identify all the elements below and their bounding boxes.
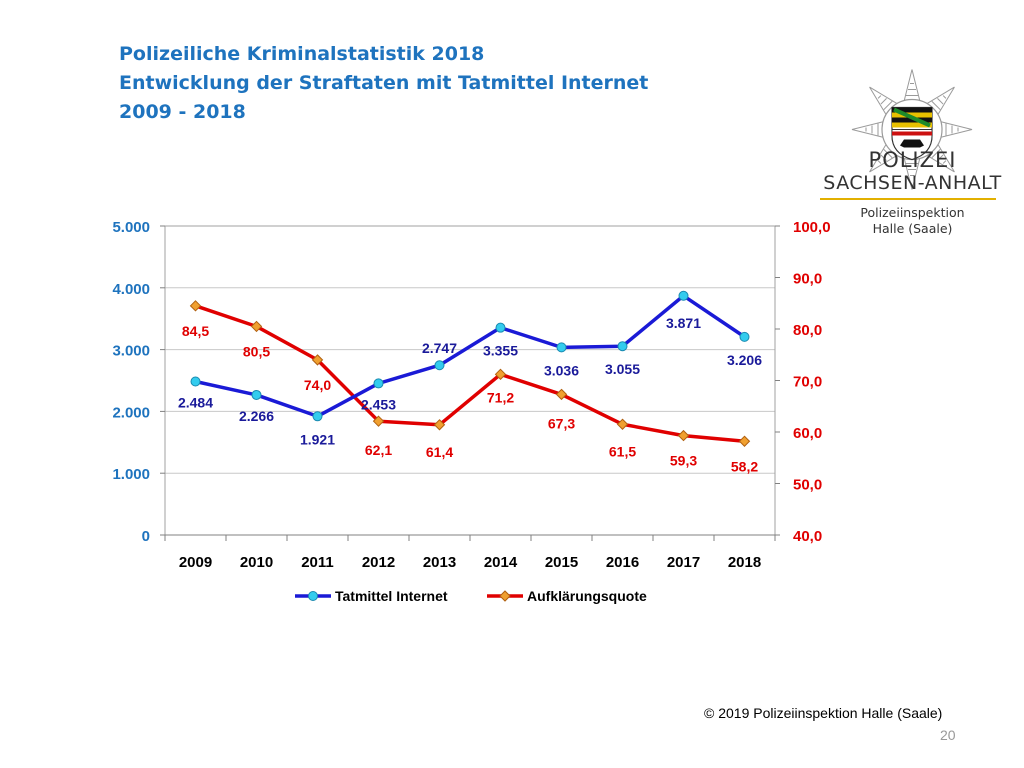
x-tick-label: 2010 — [240, 554, 273, 571]
data-label-tatmittel-internet: 2.453 — [361, 396, 396, 412]
y-right-tick-label: 60,0 — [793, 425, 822, 442]
legend-label-tatmittel-internet: Tatmittel Internet — [335, 588, 448, 604]
x-tick-label: 2011 — [301, 554, 334, 571]
plot-area — [164, 225, 776, 536]
y-left-tick-label: 2.000 — [112, 404, 150, 421]
x-tick-label: 2013 — [423, 554, 456, 571]
data-point-aufklaerungsquote — [616, 418, 629, 430]
data-point-tatmittel-internet — [739, 331, 750, 342]
data-point-aufklaerungsquote — [677, 429, 690, 442]
data-label-aufklaerungsquote: 80,5 — [243, 343, 270, 359]
y-left-tick-label: 1.000 — [112, 466, 150, 483]
logo-inspection: Polizeiinspektion Halle (Saale) — [815, 205, 1010, 237]
copyright-text: © 2019 Polizeiinspektion Halle (Saale) — [704, 705, 943, 721]
y-right-tick-label: 80,0 — [793, 322, 822, 339]
y-right-tick-label: 40,0 — [793, 528, 822, 545]
data-label-aufklaerungsquote: 58,2 — [731, 458, 758, 474]
y-right-tick-label: 90,0 — [793, 271, 822, 288]
data-point-aufklaerungsquote — [555, 388, 568, 401]
series-line-tatmittel-internet — [195, 294, 746, 419]
y-left-tick-label: 4.000 — [112, 281, 150, 298]
logo-divider — [820, 198, 996, 200]
data-label-tatmittel-internet: 2.747 — [422, 340, 457, 356]
data-point-tatmittel-internet — [556, 342, 567, 353]
data-point-tatmittel-internet — [434, 360, 445, 371]
x-tick-label: 2016 — [606, 554, 639, 571]
data-label-aufklaerungsquote: 71,2 — [487, 389, 514, 405]
data-point-tatmittel-internet — [495, 322, 506, 333]
y-left-tick-label: 0 — [142, 528, 150, 545]
data-label-aufklaerungsquote: 84,5 — [182, 323, 209, 339]
data-label-aufklaerungsquote: 74,0 — [304, 377, 331, 393]
legend-marker-aufklaerungsquote — [499, 590, 511, 602]
data-label-tatmittel-internet: 1.921 — [300, 431, 335, 447]
data-point-aufklaerungsquote — [494, 368, 507, 381]
legend-marker-tatmittel-internet — [308, 591, 318, 601]
logo-line-inspection: Polizeiinspektion — [860, 205, 965, 220]
data-point-tatmittel-internet — [251, 389, 262, 400]
page-title: Polizeiliche Kriminalstatistik 2018 Entw… — [119, 40, 648, 127]
y-left-tick-label: 5.000 — [112, 219, 150, 236]
data-label-tatmittel-internet: 3.036 — [544, 362, 579, 378]
data-label-aufklaerungsquote: 59,3 — [670, 453, 697, 469]
data-point-tatmittel-internet — [312, 411, 323, 422]
police-star-logo-icon — [851, 69, 973, 190]
data-label-aufklaerungsquote: 62,1 — [365, 442, 392, 458]
logo-line-city: Halle (Saale) — [872, 221, 953, 236]
x-tick-label: 2018 — [728, 554, 761, 571]
x-tick-label: 2015 — [545, 554, 578, 571]
data-point-tatmittel-internet — [617, 341, 628, 352]
x-tick-label: 2014 — [484, 554, 518, 571]
page-number: 20 — [940, 727, 956, 743]
y-right-tick-label: 70,0 — [793, 374, 822, 391]
series-line-aufklaerungsquote — [194, 304, 745, 444]
data-label-tatmittel-internet: 3.871 — [666, 315, 701, 331]
data-point-tatmittel-internet — [190, 376, 201, 387]
data-point-aufklaerungsquote — [738, 435, 751, 447]
title-line-1: Polizeiliche Kriminalstatistik 2018 — [119, 43, 485, 65]
data-point-aufklaerungsquote — [250, 320, 263, 333]
data-point-tatmittel-internet — [678, 290, 689, 301]
logo-line-state: SACHSEN-ANHALT — [823, 172, 1002, 194]
data-point-tatmittel-internet — [373, 378, 384, 389]
title-line-3: 2009 - 2018 — [119, 101, 246, 123]
x-tick-label: 2017 — [667, 554, 700, 571]
data-label-aufklaerungsquote: 61,5 — [609, 443, 636, 459]
y-right-tick-label: 50,0 — [793, 477, 822, 494]
data-point-aufklaerungsquote — [311, 354, 324, 366]
data-label-tatmittel-internet: 3.206 — [727, 352, 762, 368]
x-tick-label: 2009 — [179, 554, 212, 571]
data-point-aufklaerungsquote — [189, 300, 202, 312]
x-tick-label: 2012 — [362, 554, 395, 571]
data-point-aufklaerungsquote — [433, 419, 446, 431]
y-right-tick-label: 100,0 — [793, 219, 831, 236]
data-point-aufklaerungsquote — [372, 415, 385, 427]
data-label-tatmittel-internet: 2.484 — [178, 394, 213, 410]
data-label-tatmittel-internet: 3.055 — [605, 361, 640, 377]
data-label-aufklaerungsquote: 61,4 — [426, 444, 453, 460]
y-left-tick-label: 3.000 — [112, 343, 150, 360]
data-label-tatmittel-internet: 3.355 — [483, 343, 518, 359]
data-label-aufklaerungsquote: 67,3 — [548, 415, 575, 431]
logo-line-police: POLIZEI — [868, 148, 957, 172]
title-line-2: Entwicklung der Straftaten mit Tatmittel… — [119, 72, 649, 94]
data-label-tatmittel-internet: 2.266 — [239, 408, 274, 424]
legend-label-aufklaerungsquote: Aufklärungsquote — [527, 588, 647, 604]
